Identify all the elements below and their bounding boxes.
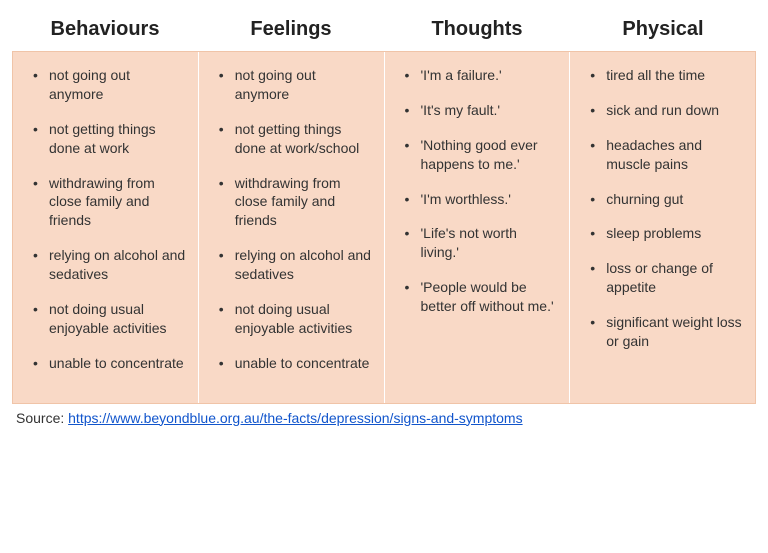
list-item: not doing usual enjoyable activities (19, 300, 192, 338)
list-item: 'People would be better off without me.' (391, 278, 564, 316)
physical-cell: tired all the time sick and run down hea… (570, 52, 755, 403)
list-item: significant weight loss or gain (576, 313, 749, 351)
body-row: not going out anymore not getting things… (12, 51, 756, 404)
column-header: Feelings (198, 10, 384, 51)
column-header: Physical (570, 10, 756, 51)
list-item: 'I'm worthless.' (391, 190, 564, 209)
feelings-cell: not going out anymore not getting things… (199, 52, 385, 403)
list-item: withdrawing from close family and friend… (205, 174, 378, 231)
list-item: relying on alcohol and sedatives (205, 246, 378, 284)
list-item: 'I'm a failure.' (391, 66, 564, 85)
source-line: Source: https://www.beyondblue.org.au/th… (12, 404, 756, 426)
list-item: churning gut (576, 190, 749, 209)
source-link[interactable]: https://www.beyondblue.org.au/the-facts/… (68, 410, 522, 426)
symptoms-table: Behaviours Feelings Thoughts Physical no… (12, 10, 756, 426)
header-row: Behaviours Feelings Thoughts Physical (12, 10, 756, 51)
list-item: 'It's my fault.' (391, 101, 564, 120)
list-item: tired all the time (576, 66, 749, 85)
behaviours-cell: not going out anymore not getting things… (13, 52, 199, 403)
list-item: unable to concentrate (205, 354, 378, 373)
column-header: Thoughts (384, 10, 570, 51)
list-item: not going out anymore (19, 66, 192, 104)
list-item: sleep problems (576, 224, 749, 243)
list-item: not going out anymore (205, 66, 378, 104)
list-item: withdrawing from close family and friend… (19, 174, 192, 231)
thoughts-cell: 'I'm a failure.' 'It's my fault.' 'Nothi… (385, 52, 571, 403)
list-item: not getting things done at work (19, 120, 192, 158)
list-item: loss or change of appetite (576, 259, 749, 297)
list-item: headaches and muscle pains (576, 136, 749, 174)
list-item: unable to concentrate (19, 354, 192, 373)
list-item: not doing usual enjoyable activities (205, 300, 378, 338)
list-item: relying on alcohol and sedatives (19, 246, 192, 284)
list-item: sick and run down (576, 101, 749, 120)
list-item: 'Life's not worth living.' (391, 224, 564, 262)
list-item: 'Nothing good ever happens to me.' (391, 136, 564, 174)
source-label: Source: (16, 410, 68, 426)
column-header: Behaviours (12, 10, 198, 51)
list-item: not getting things done at work/school (205, 120, 378, 158)
